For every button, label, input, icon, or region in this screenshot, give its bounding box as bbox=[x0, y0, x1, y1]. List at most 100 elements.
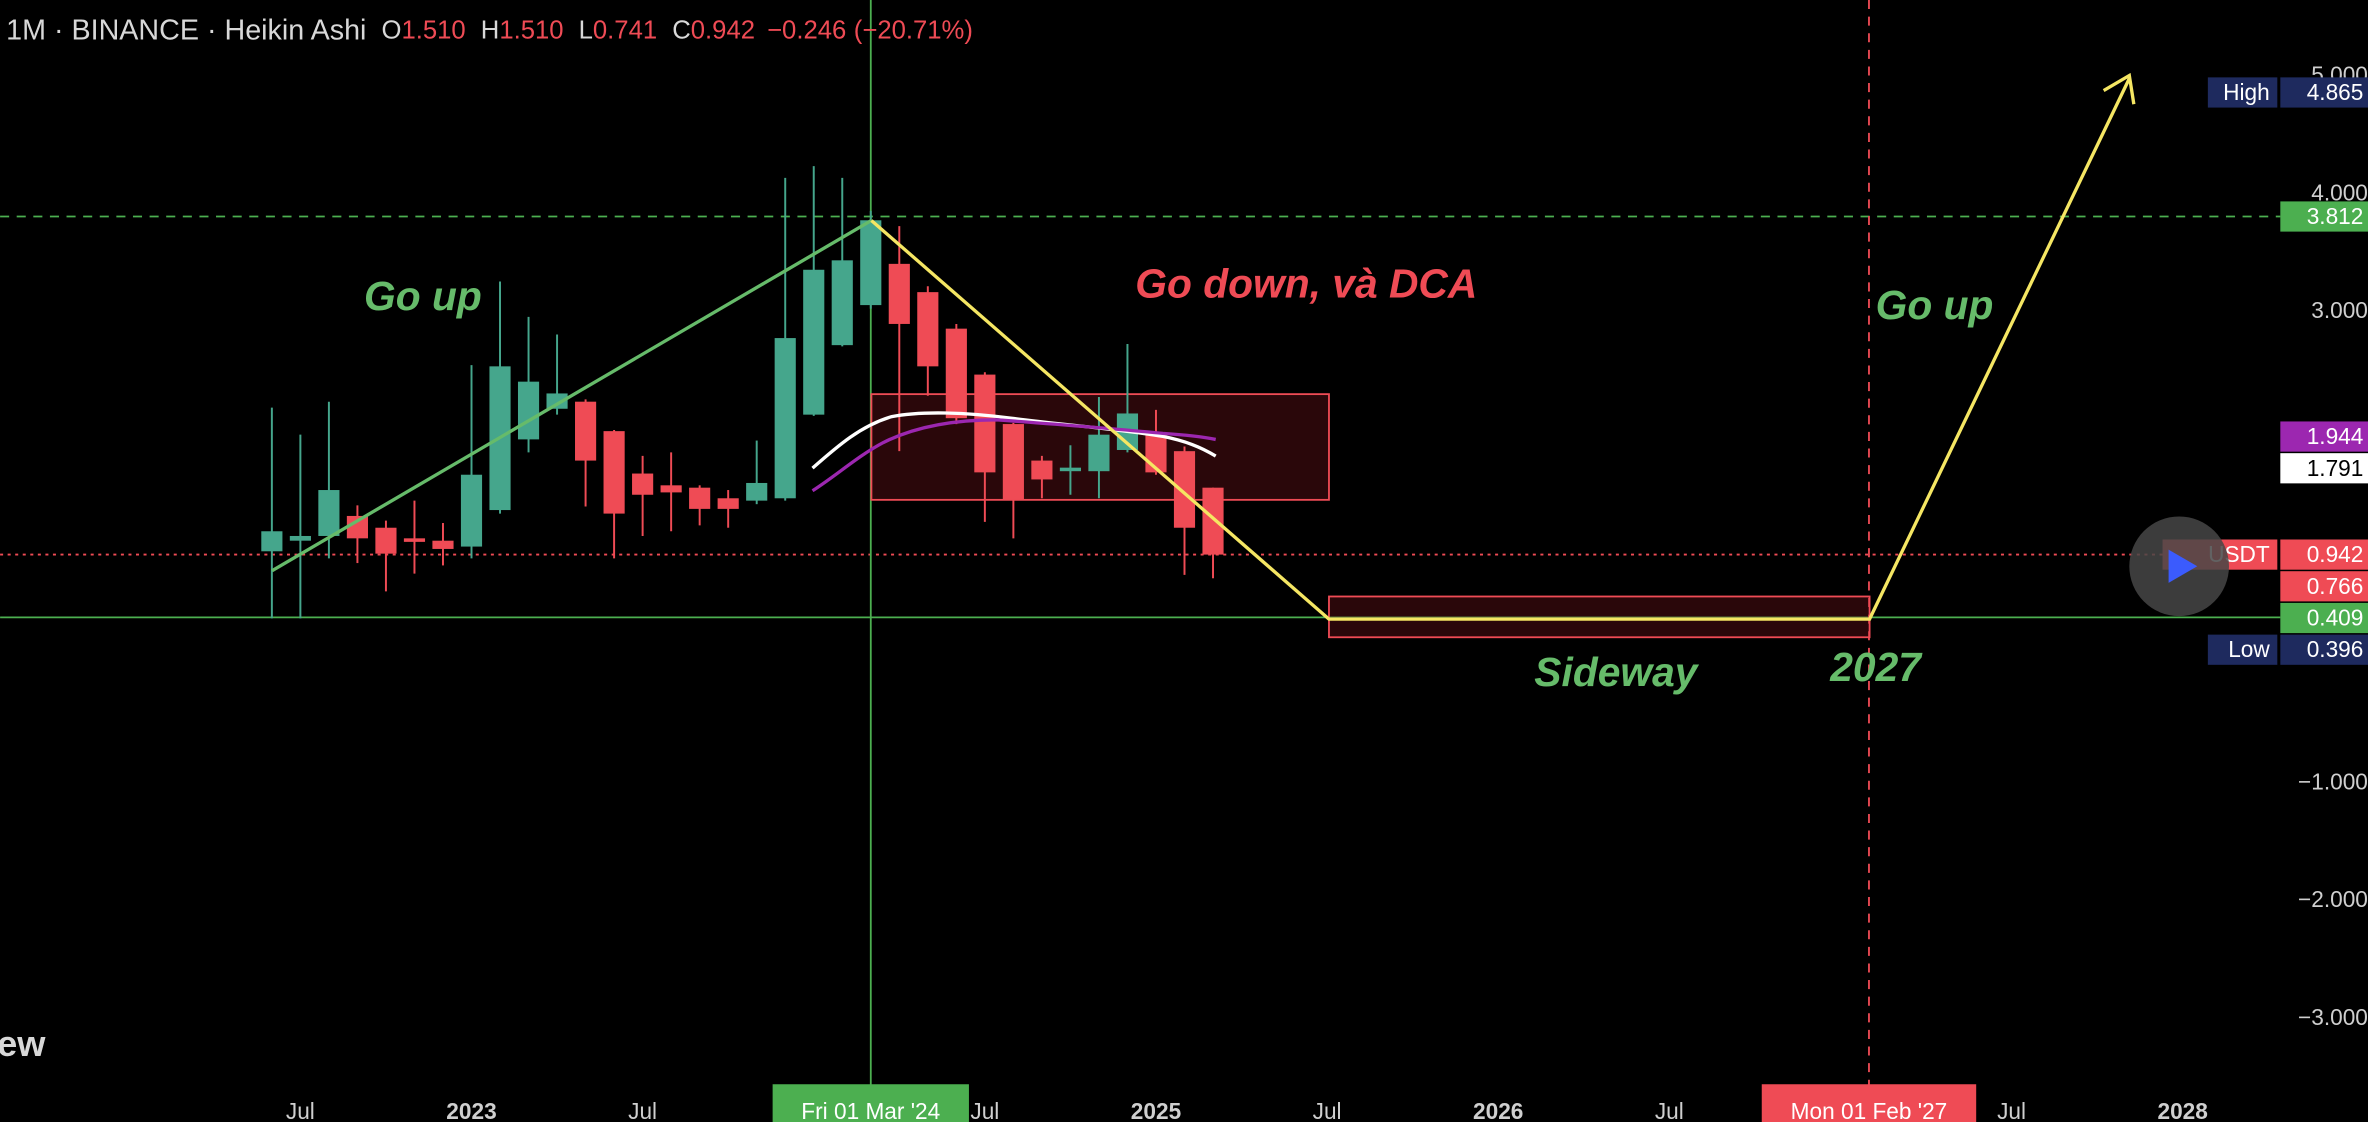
change-pct: (−20.71%) bbox=[854, 16, 973, 44]
x-tick-label: 2025 bbox=[1131, 1098, 1181, 1122]
candle-body bbox=[803, 269, 825, 415]
candle-body bbox=[689, 487, 711, 509]
trend-path bbox=[870, 77, 2131, 621]
price-label: 4.865 bbox=[2307, 79, 2364, 105]
price-label-tag bbox=[2207, 634, 2278, 665]
candle-body bbox=[774, 338, 796, 499]
y-tick-label: −1.000 bbox=[2298, 768, 2368, 794]
annotation: 2027 bbox=[1829, 644, 1923, 690]
candle-body bbox=[575, 401, 597, 461]
price-label-tag bbox=[2207, 77, 2278, 108]
arrow-head bbox=[2102, 72, 2136, 105]
price-label: 0.409 bbox=[2307, 605, 2364, 631]
y-tick-label: 4.000 bbox=[2311, 179, 2368, 205]
candle-body bbox=[318, 490, 340, 536]
price-label-bg bbox=[2280, 421, 2368, 452]
price-label-bg bbox=[2280, 201, 2368, 232]
play-button[interactable] bbox=[2129, 516, 2229, 617]
time-label: Mon 01 Feb '27 bbox=[1791, 1098, 1948, 1122]
ohlc-value: 1.510 bbox=[401, 16, 465, 44]
time-label-bg bbox=[1761, 1084, 1977, 1122]
x-tick-label: 2026 bbox=[1473, 1098, 1523, 1122]
chart-legend: 1M · BINANCE · Heikin Ashi O1.510 H1.510 L0… bbox=[6, 14, 973, 46]
ohlc-value: 0.741 bbox=[593, 16, 657, 44]
candle-body bbox=[1202, 487, 1224, 555]
candle-body bbox=[403, 538, 426, 542]
x-tick-label: Jul bbox=[1997, 1098, 2026, 1122]
price-label: 1.791 bbox=[2307, 455, 2364, 481]
candle-body bbox=[375, 527, 397, 554]
y-tick-label: −3.000 bbox=[2298, 1004, 2368, 1030]
price-label-bg bbox=[2280, 453, 2368, 484]
candle-body bbox=[1002, 424, 1024, 500]
time-label-bg bbox=[772, 1084, 969, 1122]
candle-body bbox=[546, 393, 568, 409]
annotation: Go up bbox=[364, 273, 482, 319]
change: −0.246 bbox=[767, 16, 846, 44]
x-tick-label: Jul bbox=[286, 1098, 315, 1122]
ohlc-value: 0.942 bbox=[691, 16, 755, 44]
ohlc-value: 1.510 bbox=[499, 16, 563, 44]
candle-body bbox=[432, 540, 454, 549]
sideway-box bbox=[1328, 595, 1871, 639]
annotation: Sideway bbox=[1534, 649, 1699, 695]
chart-title: 1M · BINANCE · Heikin Ashi bbox=[6, 14, 366, 46]
overlay-lines bbox=[0, 0, 2281, 1122]
candle-body bbox=[1173, 451, 1196, 528]
price-label: 0.396 bbox=[2307, 636, 2364, 662]
candle-body bbox=[632, 473, 654, 495]
price-label-bg bbox=[2280, 539, 2368, 570]
candle-body bbox=[717, 498, 739, 509]
candle-body bbox=[945, 328, 967, 419]
candles bbox=[261, 166, 1224, 619]
ohlc-key: L bbox=[579, 16, 593, 44]
ohlc-key: O bbox=[382, 16, 402, 44]
candle-body bbox=[917, 292, 939, 367]
candle-body bbox=[746, 482, 768, 501]
price-label: 3.812 bbox=[2307, 203, 2364, 229]
ohlc-key: C bbox=[672, 16, 691, 44]
candle-body bbox=[860, 220, 882, 306]
candle-body bbox=[974, 374, 996, 473]
candle-body bbox=[346, 515, 368, 539]
moving-average-white bbox=[811, 411, 1217, 470]
price-label-bg bbox=[2280, 634, 2368, 665]
candle-body bbox=[603, 431, 625, 514]
candle-body bbox=[660, 485, 682, 493]
logo: ew bbox=[0, 1023, 46, 1064]
x-tick-label: Jul bbox=[970, 1098, 999, 1122]
price-label-bg bbox=[2280, 77, 2368, 108]
candle-body bbox=[517, 381, 540, 440]
candle-body bbox=[261, 531, 283, 552]
x-tick-label: 2023 bbox=[446, 1098, 496, 1122]
candle-body bbox=[1031, 460, 1053, 480]
play-icon[interactable] bbox=[2168, 549, 2198, 583]
candle-body bbox=[831, 260, 853, 346]
price-scale: 5.0004.0003.000−1.000−2.000−3.0004.865Hi… bbox=[2162, 62, 2368, 1030]
time-label: Fri 01 Mar '24 bbox=[801, 1098, 940, 1122]
moving-average-purple bbox=[811, 418, 1217, 493]
price-label: 1.944 bbox=[2307, 423, 2364, 449]
y-tick-label: 3.000 bbox=[2311, 297, 2368, 323]
x-tick-label: Jul bbox=[628, 1098, 657, 1122]
annotation: Go down, và DCA bbox=[1135, 261, 1477, 307]
price-label-bg bbox=[2280, 602, 2368, 634]
price-label-name: Low bbox=[2228, 636, 2270, 662]
price-label-name: High bbox=[2223, 79, 2270, 105]
x-tick-label: Jul bbox=[1655, 1098, 1684, 1122]
price-label: 0.942 bbox=[2307, 541, 2364, 567]
price-label: 0.766 bbox=[2307, 573, 2364, 599]
x-tick-label: Jul bbox=[1313, 1098, 1342, 1122]
candle-body bbox=[1088, 434, 1110, 472]
price-label-bg bbox=[2280, 571, 2368, 602]
candle-body bbox=[1059, 467, 1081, 472]
candle-body bbox=[460, 474, 483, 547]
candle-body bbox=[888, 263, 910, 324]
annotation: Go up bbox=[1876, 282, 1994, 328]
trend-line-up bbox=[271, 219, 873, 573]
time-axis: Jul 2023 Jul Jul 2025 Jul 2026 Jul Jul 2028 Fri 01… bbox=[286, 1084, 2208, 1122]
x-tick-label: 2028 bbox=[2158, 1098, 2208, 1122]
candle-body bbox=[289, 535, 311, 541]
